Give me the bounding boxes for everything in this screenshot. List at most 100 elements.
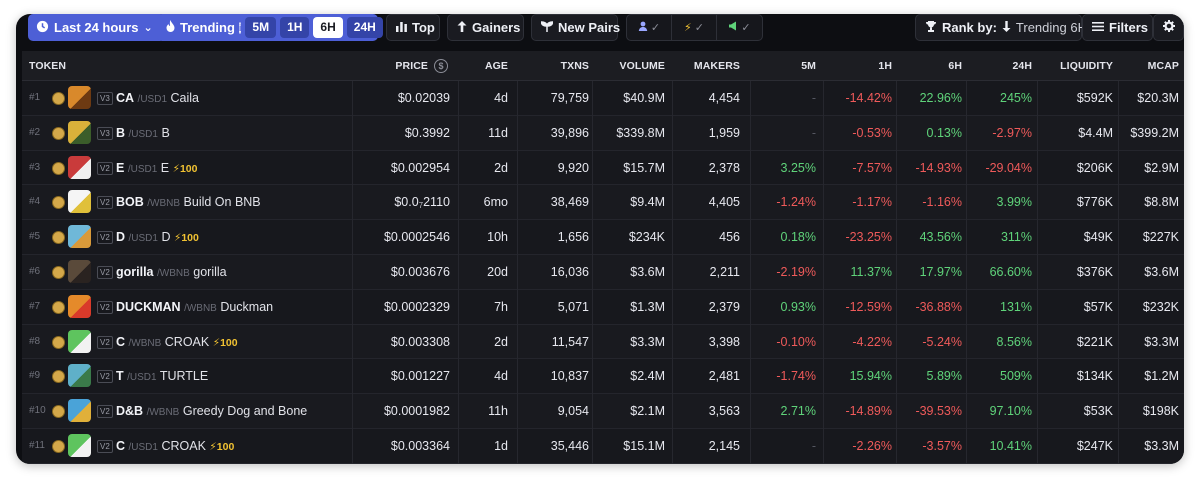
token-cell[interactable]: gorilla /WBNB gorilla xyxy=(116,255,351,290)
bnb-chain-icon xyxy=(52,92,65,105)
volume-cell: $2.1M xyxy=(630,404,665,419)
change-1h-cell: -12.59% xyxy=(845,299,892,314)
trending-group: Trending i 5M 1H 6H 24H xyxy=(157,14,383,41)
change-6h-cell: -14.93% xyxy=(915,160,962,175)
megaphone-icon xyxy=(728,21,738,34)
header-price[interactable]: PRICE $ xyxy=(352,51,448,81)
price-cell: $0.003364 xyxy=(352,429,450,464)
change-6h-cell: 43.56% xyxy=(919,230,962,245)
table-row[interactable]: #4 V2 BOB /WBNB Build On BNB $0.072110 6mo 38… xyxy=(22,185,1184,221)
dex-version-badge: V2 xyxy=(97,231,113,245)
token-cell[interactable]: B /USD1 B xyxy=(116,116,351,151)
token-symbol: CA xyxy=(116,91,135,105)
ads-filter-toggle[interactable]: ✓ xyxy=(717,15,762,40)
trending-label[interactable]: Trending xyxy=(180,20,235,35)
bnb-chain-icon xyxy=(52,439,65,453)
sprout-icon xyxy=(540,20,554,35)
change-24h-cell: 8.56% xyxy=(996,334,1032,349)
txns-cell: 35,446 xyxy=(550,438,589,453)
period-1h[interactable]: 1H xyxy=(280,17,310,38)
header-6h[interactable]: 6H xyxy=(948,60,962,72)
table-row[interactable]: #1 V3 CA /USD1 Caila $0.02039 4d 79,759 $40.9M… xyxy=(22,81,1184,116)
token-cell[interactable]: E /USD1 E ⚡100 xyxy=(116,151,351,186)
token-cell[interactable]: C /USD1 CROAK ⚡100 xyxy=(116,429,351,464)
column-divider xyxy=(458,81,459,116)
currency-toggle-icon[interactable]: $ xyxy=(434,59,448,74)
change-6h-cell: 17.97% xyxy=(919,264,962,279)
table-row[interactable]: #3 V2 E /USD1 E ⚡100 $0.002954 2d 9,920 $15.7M… xyxy=(22,150,1184,186)
dex-version-badge: V2 xyxy=(97,370,113,384)
bnb-chain-icon xyxy=(52,335,65,349)
column-divider xyxy=(896,254,897,290)
column-divider xyxy=(1118,220,1119,255)
header-age[interactable]: AGE xyxy=(484,60,508,72)
dex-version-badge: V2 xyxy=(97,335,113,349)
timeframe-dropdown[interactable]: Last 24 hours ⌄ xyxy=(28,14,165,41)
token-cell[interactable]: C /WBNB CROAK ⚡100 xyxy=(116,325,351,360)
token-symbol: T xyxy=(116,369,124,384)
table-row[interactable]: #10 V2 D&B /WBNB Greedy Dog and Bone $0.000… xyxy=(22,394,1184,429)
token-cell[interactable]: T /USD1 TURTLE xyxy=(116,359,351,394)
mcap-cell: $2.9M xyxy=(1144,160,1179,175)
user-icon xyxy=(638,21,648,34)
filters-button[interactable]: Filters xyxy=(1082,14,1153,41)
dex-version-badge: V3 xyxy=(97,92,113,105)
change-6h-cell: -5.24% xyxy=(922,334,962,349)
token-cell[interactable]: D /USD1 D ⚡100 xyxy=(116,220,351,255)
column-divider xyxy=(517,324,518,360)
header-liquidity[interactable]: LIQUIDITY xyxy=(1060,60,1113,72)
token-cell[interactable]: BOB /WBNB Build On BNB xyxy=(116,185,351,220)
header-token[interactable]: TOKEN xyxy=(29,60,67,72)
lightning-icon: ⚡ xyxy=(684,22,692,34)
token-cell[interactable]: CA /USD1 Caila xyxy=(116,81,351,116)
period-5m[interactable]: 5M xyxy=(245,17,277,38)
token-cell[interactable]: D&B /WBNB Greedy Dog and Bone xyxy=(116,394,351,429)
profile-filter-toggle[interactable]: ✓ xyxy=(627,15,672,40)
change-1h-cell: -4.22% xyxy=(852,334,892,349)
info-icon[interactable]: i xyxy=(238,21,242,34)
header-mcap[interactable]: MCAP xyxy=(1147,60,1179,72)
top-button[interactable]: Top xyxy=(386,14,440,41)
boost-badge: ⚡100 xyxy=(212,336,238,349)
new-pairs-button[interactable]: New Pairs xyxy=(531,14,620,41)
change-1h-cell: -14.89% xyxy=(845,404,892,419)
period-24h[interactable]: 24H xyxy=(346,17,383,38)
quote-pair: /WBNB xyxy=(147,198,181,210)
makers-cell: 1,959 xyxy=(708,125,740,140)
header-makers[interactable]: MAKERS xyxy=(693,60,740,72)
price-value: $0.003308 xyxy=(390,334,450,349)
column-divider xyxy=(672,428,673,464)
header-txns[interactable]: TXNS xyxy=(560,60,589,72)
header-volume[interactable]: VOLUME xyxy=(619,60,665,72)
price-value: $0.001227 xyxy=(390,369,450,384)
token-name: D xyxy=(161,230,171,245)
volume-cell: $40.9M xyxy=(623,91,665,105)
table-row[interactable]: #9 V2 T /USD1 TURTLE $0.001227 4d 10,837 $2.4M… xyxy=(22,359,1184,395)
table-row[interactable]: #5 V2 D /USD1 D ⚡100 $0.0002546 10h 1,656 $234… xyxy=(22,220,1184,255)
rank-by-dropdown[interactable]: Rank by: Trending 6H xyxy=(915,14,1087,41)
table-header: TOKEN PRICE $ AGE TXNS VOLUME MAKERS 5M 1… xyxy=(22,51,1184,81)
column-divider xyxy=(966,428,967,464)
settings-button[interactable] xyxy=(1153,14,1184,41)
token-cell[interactable]: DUCKMAN /WBNB Duckman xyxy=(116,290,351,325)
table-row[interactable]: #11 V2 C /USD1 CROAK ⚡100 $0.003364 1d 35,446… xyxy=(22,428,1184,464)
table-row[interactable]: #6 V2 gorilla /WBNB gorilla $0.003676 20d 16,… xyxy=(22,254,1184,290)
boost-filter-toggle[interactable]: ⚡ ✓ xyxy=(672,15,717,40)
change-5m-cell: 0.93% xyxy=(780,299,816,314)
column-divider xyxy=(458,394,459,429)
table-row[interactable]: #8 V2 C /WBNB CROAK ⚡100 $0.003308 2d 11,547 $… xyxy=(22,324,1184,360)
quote-pair: /WBNB xyxy=(157,267,190,279)
gainers-button[interactable]: Gainers xyxy=(447,14,524,41)
table-row[interactable]: #7 V2 DUCKMAN /WBNB Duckman $0.0002329 7h 5,0… xyxy=(22,289,1184,325)
token-name: Caila xyxy=(170,91,199,105)
rank-number: #2 xyxy=(29,126,41,138)
header-24h[interactable]: 24H xyxy=(1012,60,1032,72)
rank-number: #3 xyxy=(29,161,41,173)
period-6h[interactable]: 6H xyxy=(313,17,343,38)
table-row[interactable]: #2 V3 B /USD1 B $0.3992 11d 39,896 $339.8M 1,95… xyxy=(22,115,1184,151)
column-divider xyxy=(352,254,353,290)
header-1h[interactable]: 1H xyxy=(878,60,892,72)
column-divider xyxy=(896,81,897,116)
bnb-chain-icon xyxy=(52,370,65,384)
header-5m[interactable]: 5M xyxy=(801,60,816,72)
